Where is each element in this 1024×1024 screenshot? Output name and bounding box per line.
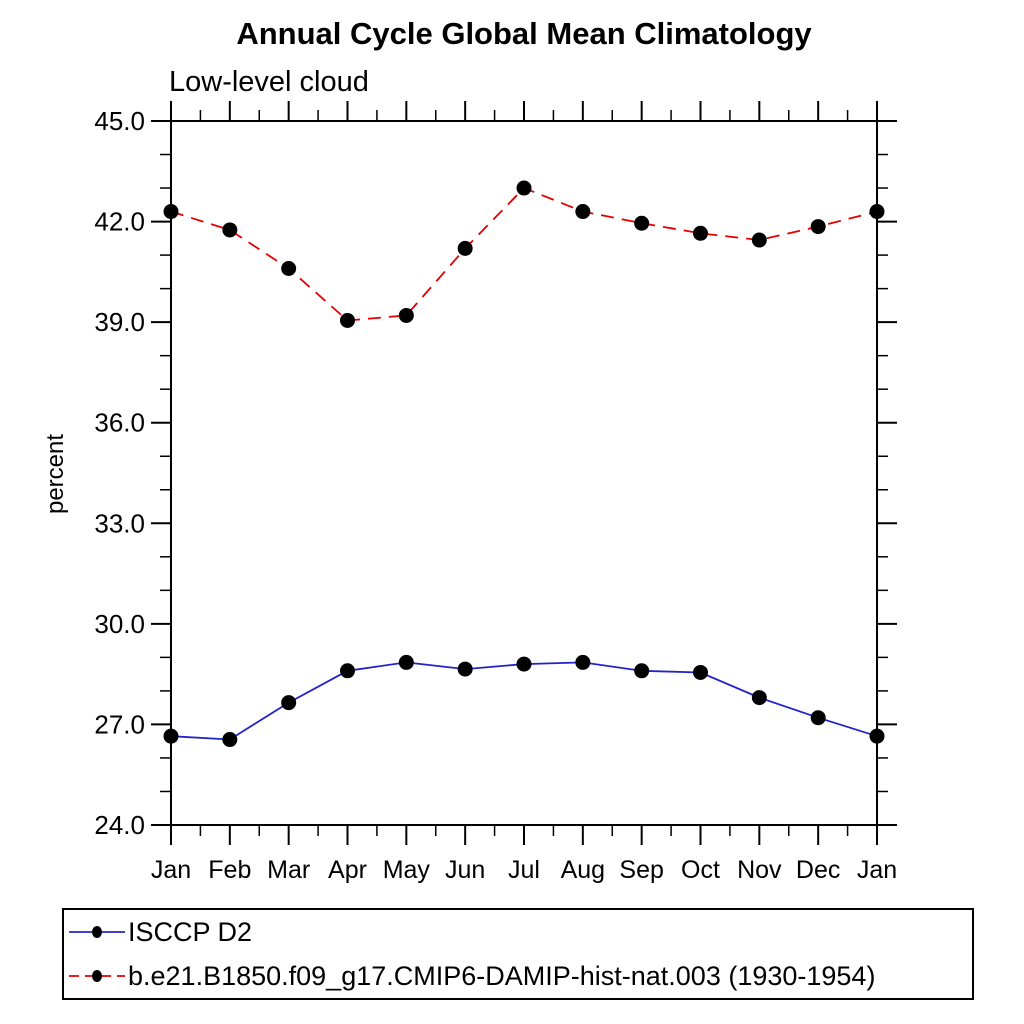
legend-item-isccp-d2: ISCCP D2 <box>68 910 972 954</box>
data-point-marker <box>810 219 826 235</box>
data-point-marker <box>340 663 355 679</box>
x-tick-label: Jan <box>857 856 897 884</box>
x-tick-label: Aug <box>561 856 605 884</box>
data-point-marker <box>281 695 297 711</box>
legend-marker-icon <box>92 926 102 938</box>
data-point-marker <box>810 710 826 726</box>
legend-item-model-run: b.e21.B1850.f09_g17.CMIP6-DAMIP-hist-nat… <box>68 954 972 998</box>
x-tick-label: Apr <box>328 856 367 884</box>
y-axis-tick-labels: 24.0 27.0 30.0 33.0 36.0 39.0 42.0 45.0 <box>94 106 145 840</box>
data-point-marker <box>516 180 532 196</box>
x-tick-label: Oct <box>681 856 720 884</box>
data-point-marker <box>398 307 414 323</box>
axes-frame <box>170 120 878 826</box>
data-point-marker <box>634 663 650 679</box>
data-point-marker <box>751 690 767 706</box>
legend: ISCCP D2 b.e21.B1850.f09_g17.CMIP6-DAMIP… <box>62 908 974 1000</box>
x-axis-tick-labels: Jan Feb Mar Apr May Jun Jul Aug Sep Oct Nov Dec Jan <box>151 856 897 884</box>
x-tick-label: Mar <box>267 856 310 884</box>
y-axis-ticks <box>151 120 897 826</box>
x-tick-label: May <box>383 856 431 884</box>
data-point-marker <box>575 654 591 670</box>
y-tick-label: 24.0 <box>94 810 145 840</box>
data-point-marker <box>869 204 885 220</box>
chart-title: Annual Cycle Global Mean Climatology <box>236 16 812 51</box>
y-tick-label: 39.0 <box>94 307 145 337</box>
data-point-marker <box>222 732 238 748</box>
y-tick-label: 33.0 <box>94 508 145 538</box>
legend-sample-isccp-d2 <box>69 926 125 938</box>
series-0-line <box>170 661 878 741</box>
chart-subtitle: Low-level cloud <box>169 66 369 98</box>
data-point-marker <box>575 204 591 220</box>
x-axis-ticks <box>170 101 878 845</box>
x-tick-label: Jan <box>151 856 191 884</box>
data-point-marker <box>163 204 179 220</box>
data-point-marker <box>751 232 767 248</box>
x-tick-label: Jul <box>508 856 540 884</box>
data-point-marker <box>163 728 179 744</box>
x-tick-label: Sep <box>619 856 663 884</box>
data-point-marker <box>398 654 414 670</box>
series-0-markers <box>163 654 885 748</box>
series-1-markers <box>163 180 885 328</box>
y-tick-label: 42.0 <box>94 207 145 237</box>
data-point-marker <box>457 661 473 677</box>
legend-sample-model-run <box>69 970 125 982</box>
y-tick-label: 30.0 <box>94 609 145 639</box>
x-tick-label: Feb <box>208 856 251 884</box>
data-point-marker <box>516 656 532 672</box>
x-tick-label: Jun <box>445 856 485 884</box>
data-point-marker <box>222 222 238 238</box>
data-point-marker <box>693 225 708 241</box>
legend-label-isccp-d2: ISCCP D2 <box>128 916 253 947</box>
data-point-marker <box>457 240 473 256</box>
data-point-marker <box>634 215 650 231</box>
data-point-marker <box>281 261 297 277</box>
legend-marker-icon <box>92 970 102 982</box>
legend-label-model-run: b.e21.B1850.f09_g17.CMIP6-DAMIP-hist-nat… <box>128 960 876 991</box>
x-tick-label: Dec <box>796 856 840 884</box>
x-tick-label: Nov <box>737 856 782 884</box>
y-tick-label: 27.0 <box>94 709 145 739</box>
data-point-marker <box>693 664 708 680</box>
series-1-line <box>170 186 878 322</box>
data-point-marker <box>340 312 355 328</box>
data-point-marker <box>869 728 885 744</box>
y-tick-label: 45.0 <box>94 106 145 136</box>
y-tick-label: 36.0 <box>94 408 145 438</box>
